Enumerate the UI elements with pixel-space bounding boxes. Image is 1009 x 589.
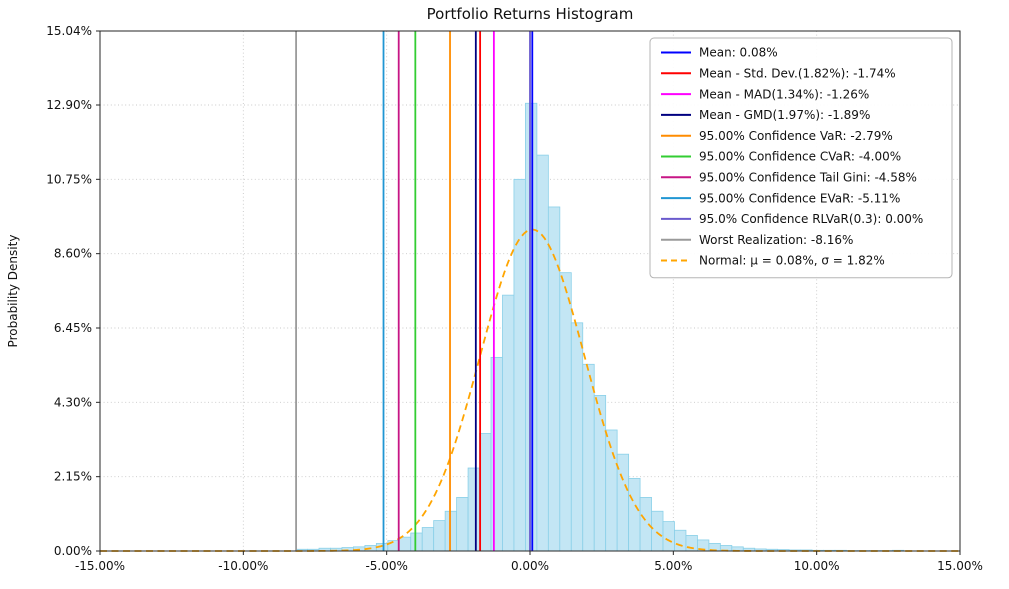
histogram-bar <box>479 433 492 552</box>
legend-label: 95.00% Confidence Tail Gini: -4.58% <box>699 171 917 185</box>
histogram-bar <box>570 322 584 552</box>
histogram-bar <box>502 294 515 552</box>
x-tick-label: 0.00% <box>511 559 549 573</box>
y-tick-label: 6.45% <box>54 321 92 335</box>
x-tick-label: -5.00% <box>365 559 407 573</box>
legend-box <box>649 37 953 279</box>
histogram-bar <box>628 477 641 552</box>
legend-label: 95.0% Confidence RLVaR(0.3): 0.00% <box>699 212 923 226</box>
histogram-bar <box>467 467 480 552</box>
histogram-bar <box>559 272 572 552</box>
legend-label: 95.00% Confidence VaR: -2.79% <box>699 129 893 143</box>
histogram-bar <box>674 529 687 552</box>
histogram-bar <box>410 532 423 552</box>
risk-marker-lines <box>295 31 534 551</box>
y-tick-label: 12.90% <box>46 98 92 112</box>
x-tick-label: -10.00% <box>218 559 268 573</box>
histogram-bar <box>490 356 503 552</box>
y-tick-label: 10.75% <box>46 172 92 186</box>
legend-label: Mean: 0.08% <box>699 46 778 60</box>
histogram-bar <box>662 521 675 552</box>
x-tick-label: 10.00% <box>794 559 840 573</box>
histogram-bar <box>421 527 435 552</box>
x-tick-label: 5.00% <box>654 559 692 573</box>
legend-label: Mean - GMD(1.97%): -1.89% <box>699 108 870 122</box>
histogram-bar <box>651 510 664 552</box>
y-axis-label: Probability Density <box>6 235 20 348</box>
axes: -15.00% -10.00% -5.00% 0.00% 5.00% 10.00% 15.0… <box>46 24 983 573</box>
y-tick-label: 8.60% <box>54 247 92 261</box>
y-tick-label: 4.30% <box>54 395 92 409</box>
y-tick-label: 2.15% <box>54 470 92 484</box>
histogram-bar <box>536 154 549 552</box>
histogram-bar <box>433 520 446 552</box>
y-tick-label: 0.00% <box>54 544 92 558</box>
legend-label: Worst Realization: -8.16% <box>699 233 853 247</box>
x-tick-label: 15.00% <box>937 559 983 573</box>
histogram-bar <box>593 395 607 552</box>
y-tick-label: 15.04% <box>46 24 92 38</box>
legend-label: Mean - Std. Dev.(1.82%): -1.74% <box>699 67 896 81</box>
legend: Mean: 0.08% Mean - Std. Dev.(1.82%): -1.7… <box>649 37 953 279</box>
histogram-bar <box>605 429 618 552</box>
x-tick-label: -15.00% <box>75 559 125 573</box>
legend-label: Normal: μ = 0.08%, σ = 1.82% <box>699 254 885 268</box>
histogram-bar <box>525 102 538 552</box>
legend-label: 95.00% Confidence CVaR: -4.00% <box>699 150 901 164</box>
chart-title: Portfolio Returns Histogram <box>427 5 634 23</box>
histogram-bar <box>456 497 469 552</box>
histogram-bar <box>582 363 595 552</box>
histogram-bar <box>398 536 412 552</box>
legend-label: Mean - MAD(1.34%): -1.26% <box>699 87 869 101</box>
legend-label: 95.00% Confidence EVaR: -5.11% <box>699 191 900 205</box>
